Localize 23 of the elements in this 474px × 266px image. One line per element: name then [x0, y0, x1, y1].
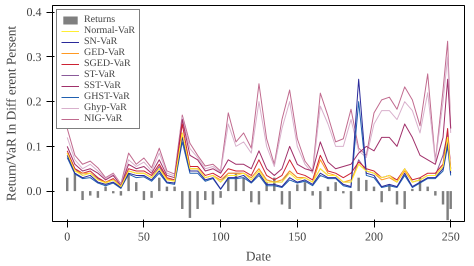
legend-label: SGED-VaR: [84, 58, 131, 69]
x-tick-label: 50: [138, 230, 150, 244]
legend-label: SST-VaR: [84, 80, 121, 91]
y-tick-label: 0.3: [26, 50, 42, 64]
legend-label: GHST-VaR: [84, 91, 130, 102]
y-tick-label: 0.4: [26, 5, 42, 20]
y-axis-title: Return/VaR In Diff erent Persent: [4, 26, 18, 202]
legend-label: Returns: [84, 14, 116, 25]
legend-label: Normal-VaR: [84, 25, 136, 36]
legend-label: GED-VaR: [84, 47, 126, 58]
legend-label: ST-VaR: [84, 69, 116, 80]
x-axis-title: Date: [246, 248, 272, 264]
x-tick-label: 150: [288, 230, 306, 244]
y-tick-label: 0.1: [26, 139, 42, 154]
x-tick-label: 200: [365, 230, 383, 244]
x-tick-label: 0: [64, 230, 70, 244]
legend-label: NIG-VaR: [84, 113, 122, 124]
y-tick-label: 0.0: [26, 184, 42, 198]
y-tick-label: 0.2: [26, 94, 42, 109]
x-tick-label: 250: [442, 230, 460, 244]
x-tick-label: 100: [212, 230, 230, 244]
legend-label: Ghyp-VaR: [84, 102, 127, 113]
legend-label: SN-VaR: [84, 36, 118, 47]
